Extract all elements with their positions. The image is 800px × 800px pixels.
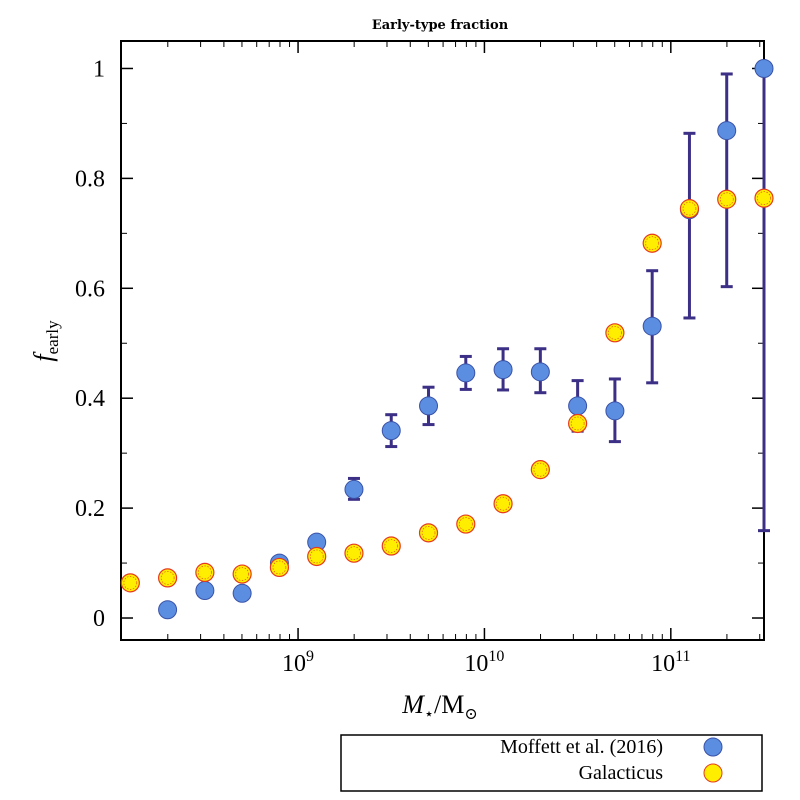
galacticus-point-ring xyxy=(198,565,212,580)
galacticus-point-ring xyxy=(384,539,399,553)
moffett-point xyxy=(717,121,737,141)
y-tick-label: 1 xyxy=(93,56,105,82)
moffett-point xyxy=(158,600,178,620)
plot-frame xyxy=(120,40,765,641)
galacticus-point-ring xyxy=(757,191,771,205)
y-tick-label: 0.2 xyxy=(75,496,105,522)
y-axis: 0 0.2 0.4 0.6 0.8 1 xyxy=(75,56,764,632)
galacticus-point-ring xyxy=(645,236,659,251)
galacticus-point-ring xyxy=(309,549,324,564)
legend: Moffett et al. (2016) Galacticus xyxy=(340,734,763,792)
galacticus-point-ring xyxy=(347,546,361,560)
y-tick-label: 0.8 xyxy=(75,166,105,192)
x-tick-label: 109 xyxy=(282,648,314,677)
galacticus-point-ring xyxy=(272,560,287,575)
legend-label-galacticus: Galacticus xyxy=(579,762,664,784)
moffett-series xyxy=(158,58,774,620)
moffett-point xyxy=(456,363,476,383)
galacticus-point-ring xyxy=(123,576,138,590)
galacticus-series xyxy=(120,188,774,593)
y-tick-label: 0 xyxy=(93,606,105,632)
legend-label-moffett: Moffett et al. (2016) xyxy=(500,736,663,758)
x-tick-label: 1011 xyxy=(651,648,690,677)
x-axis-label: M⋆/M⊙ xyxy=(401,690,477,723)
legend-box xyxy=(340,734,763,792)
legend-marker-galacticus xyxy=(703,763,723,783)
galacticus-point-ring xyxy=(421,526,436,540)
moffett-point xyxy=(195,581,215,601)
moffett-point xyxy=(754,58,774,78)
error-bars xyxy=(347,66,770,533)
moffett-point xyxy=(493,360,513,380)
x-axis: 109 1010 1011 xyxy=(167,41,761,677)
moffett-point xyxy=(381,421,401,441)
moffett-point xyxy=(568,396,588,416)
x-tick-label: 1010 xyxy=(464,648,504,677)
galacticus-point-ring xyxy=(496,496,510,511)
galacticus-point-ring xyxy=(682,201,697,216)
chart-title: Early-type fraction xyxy=(372,18,509,33)
moffett-point xyxy=(642,316,662,336)
galacticus-point-ring xyxy=(570,416,585,431)
moffett-point xyxy=(605,401,625,421)
moffett-point xyxy=(232,583,252,603)
y-tick-label: 0.4 xyxy=(75,386,105,412)
moffett-point xyxy=(344,479,364,499)
y-axis-label: fearly xyxy=(29,320,62,362)
galacticus-point-ring xyxy=(235,567,249,581)
y-tick-label: 0.6 xyxy=(75,276,105,302)
galacticus-point-ring xyxy=(160,571,175,585)
moffett-point xyxy=(530,362,550,382)
galacticus-point-ring xyxy=(533,462,548,477)
galacticus-point-ring xyxy=(458,517,473,531)
moffett-point xyxy=(419,396,439,416)
galacticus-point-ring xyxy=(608,326,622,340)
legend-marker-moffett xyxy=(703,737,723,757)
galacticus-point-ring xyxy=(719,192,734,207)
